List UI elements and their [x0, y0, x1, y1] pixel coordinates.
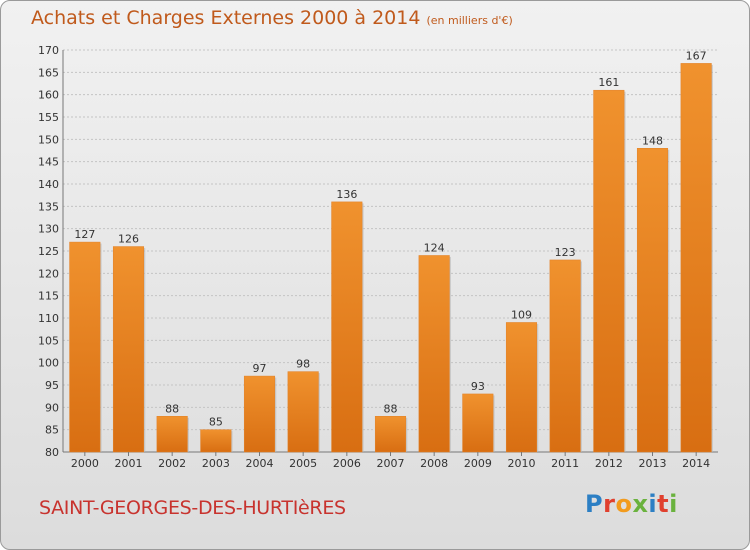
bar-value-label: 98	[296, 358, 310, 371]
y-tick-label: 80	[45, 446, 59, 459]
x-tick-label: 2008	[420, 457, 448, 470]
x-tick-label: 2003	[202, 457, 230, 470]
x-tick-label: 2000	[71, 457, 99, 470]
bar-2000	[69, 241, 101, 453]
logo-letter: r	[603, 490, 616, 518]
x-tick-label: 2014	[682, 457, 710, 470]
bar-value-label: 167	[686, 49, 707, 62]
y-tick-label: 120	[38, 267, 59, 280]
x-tick-label: 2010	[508, 457, 536, 470]
bar-value-label: 126	[118, 233, 139, 246]
y-tick-label: 145	[38, 156, 59, 169]
y-tick-label: 90	[45, 401, 59, 414]
bar-2009	[462, 393, 494, 453]
bar-value-label: 124	[424, 241, 445, 254]
y-tick-label: 115	[38, 290, 59, 303]
bar-value-label: 97	[253, 362, 267, 375]
x-tick-label: 2009	[464, 457, 492, 470]
y-tick-label: 170	[38, 44, 59, 57]
y-tick-label: 160	[38, 89, 59, 102]
bar-2008	[418, 255, 450, 453]
bar-value-label: 123	[555, 246, 576, 259]
y-tick-label: 155	[38, 111, 59, 124]
bar-value-label: 109	[511, 308, 532, 321]
chart-title: Achats et Charges Externes 2000 à 2014 (e…	[31, 7, 513, 29]
bar-value-label: 85	[209, 416, 223, 429]
bar-value-label: 148	[642, 134, 663, 147]
x-tick-label: 2013	[639, 457, 667, 470]
bar-2001	[112, 246, 145, 453]
y-tick-label: 150	[38, 133, 59, 146]
bar-2007	[374, 416, 407, 453]
y-tick-label: 130	[38, 223, 59, 236]
bar-value-label: 136	[336, 188, 357, 201]
y-tick-label: 165	[38, 66, 59, 79]
bar-2004	[243, 375, 276, 453]
bars: 127 126 88 85 97 98 136 88 124 93 109 123 161 148 167	[69, 49, 713, 453]
bar-2010	[505, 322, 538, 453]
y-tick-label: 140	[38, 178, 59, 191]
chart-subtitle: (en milliers d'€)	[426, 14, 513, 27]
y-tick-label: 85	[45, 424, 59, 437]
logo-letter: i	[648, 490, 658, 518]
bar-value-label: 127	[74, 228, 95, 241]
bar-2003	[200, 429, 232, 453]
x-tick-label: 2007	[377, 457, 405, 470]
bar-2014	[680, 63, 712, 453]
bar-2013	[636, 148, 669, 453]
y-tick-label: 135	[38, 200, 59, 213]
x-tick-label: 2002	[158, 457, 186, 470]
commune-name: SAINT-GEORGES-DES-HURTIèRES	[39, 497, 346, 519]
logo-letter: P	[585, 490, 604, 518]
bar-2011	[549, 259, 581, 453]
x-tick-label: 2006	[333, 457, 361, 470]
bar-2006	[331, 201, 363, 453]
bar-2005	[287, 371, 319, 453]
bar-2002	[156, 416, 188, 453]
y-tick-label: 110	[38, 312, 59, 325]
x-tick-label: 2001	[115, 457, 143, 470]
x-axis: 2000 2001 2002 2003 2004 2005 2006 2007 2008 2009…	[71, 452, 710, 470]
x-tick-label: 2004	[246, 457, 274, 470]
bar-value-label: 161	[598, 76, 619, 89]
bar-value-label: 93	[471, 380, 485, 393]
y-axis: 80 85 90 95 100 105 110 115 120 125 130 135 140 145 15…	[38, 44, 59, 459]
y-tick-label: 105	[38, 334, 59, 347]
x-tick-label: 2011	[551, 457, 579, 470]
x-tick-label: 2005	[289, 457, 317, 470]
y-tick-label: 95	[45, 379, 59, 392]
y-tick-label: 125	[38, 245, 59, 258]
logo-letter: o	[615, 490, 633, 518]
logo-letter: x	[632, 490, 649, 518]
logo-letter: i	[669, 490, 678, 518]
proxiti-logo: Proxiti	[585, 490, 678, 518]
bar-value-label: 88	[384, 402, 398, 415]
y-tick-label: 100	[38, 357, 59, 370]
x-tick-label: 2012	[595, 457, 623, 470]
bar-value-label: 88	[165, 402, 179, 415]
logo-letter: t	[657, 490, 670, 518]
bar-2012	[593, 89, 625, 453]
